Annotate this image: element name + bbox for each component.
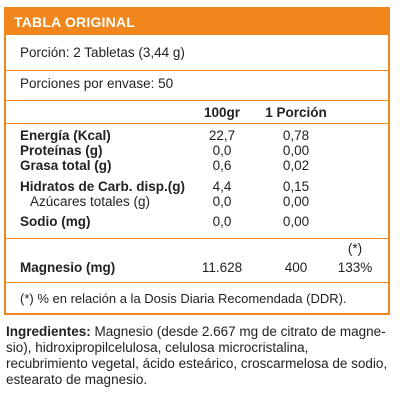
nutrient-value-portion: 0,15 <box>282 179 310 194</box>
divider <box>6 238 388 239</box>
nutrient-value-100g: 22,7 <box>208 128 236 143</box>
column-header-portion: 1 Porción <box>265 105 327 120</box>
servings-label: Porciones por envase: <box>20 76 155 91</box>
nutrient-value-100g: 0,0 <box>212 214 232 229</box>
nutrient-name: Hidratos de Carb. disp.(g) <box>20 179 186 194</box>
footnote: (*) % en relación a la Dosis Diaria Reco… <box>20 291 347 306</box>
nutrient-value-portion: 0,00 <box>282 214 310 229</box>
nutrient-value-portion: 0,02 <box>282 158 310 173</box>
ddr-footnote-mark: (*) <box>347 241 363 256</box>
nutrient-name: Energía (Kcal) <box>20 128 111 143</box>
serving-size-value: 2 Tabletas (3,44 g) <box>73 45 185 60</box>
nutrient-value-portion: 0,78 <box>282 128 310 143</box>
nutrient-value-100g: 0,6 <box>212 158 232 173</box>
nutrient-value-portion: 400 <box>284 260 308 275</box>
divider <box>6 100 388 101</box>
nutrient-name: Proteínas (g) <box>20 143 103 158</box>
nutrient-value-100g: 11.628 <box>201 260 243 275</box>
nutrient-value-portion: 0,00 <box>282 143 310 158</box>
nutrient-value-100g: 0,0 <box>212 194 232 209</box>
divider <box>6 70 388 71</box>
servings-value: 50 <box>158 76 174 91</box>
nutrient-name: Sodio (mg) <box>20 214 91 229</box>
column-header-100gr: 100gr <box>203 105 241 120</box>
ingredients-paragraph: Ingredientes: Magnesio (desde 2.667 mg d… <box>6 324 392 388</box>
ingredients-text: Magnesio (desde 2.667 mg de citrato de m… <box>6 324 388 387</box>
table-title: TABLA ORIGINAL <box>6 9 388 35</box>
nutrition-table: TABLA ORIGINAL Porción: 2 Tabletas (3,44… <box>4 7 390 315</box>
nutrient-value-100g: 4,4 <box>212 179 232 194</box>
nutrient-subname: Azúcares totales (g) <box>30 194 151 209</box>
nutrient-value-100g: 0,0 <box>212 143 232 158</box>
ddr-percent: 133% <box>337 260 373 275</box>
nutrient-name: Grasa total (g) <box>20 158 112 173</box>
serving-size-label: Porción: <box>20 45 70 60</box>
serving-size-row: Porción: 2 Tabletas (3,44 g) <box>20 45 185 60</box>
nutrient-value-portion: 0,00 <box>282 194 310 209</box>
nutrient-name: Magnesio (mg) <box>20 260 116 275</box>
servings-per-container-row: Porciones por envase: 50 <box>20 76 173 91</box>
divider <box>6 123 388 124</box>
divider <box>6 282 388 283</box>
ingredients-label: Ingredientes: <box>6 324 91 339</box>
